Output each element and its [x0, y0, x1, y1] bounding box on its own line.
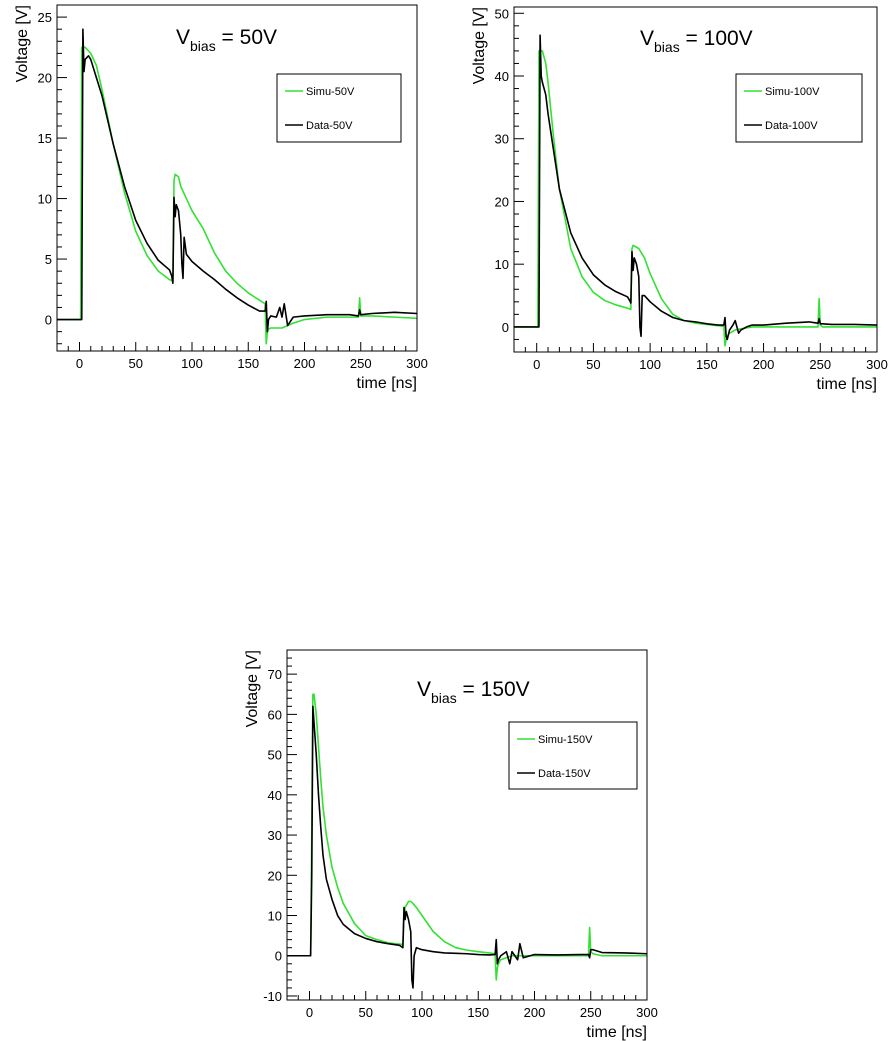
x-tick-label: 150	[237, 356, 259, 371]
x-axis-title: time [ns]	[587, 1024, 647, 1041]
x-tick-label: 250	[809, 357, 831, 372]
y-tick-label: 20	[495, 194, 509, 209]
x-tick-label: 300	[636, 1005, 658, 1020]
y-tick-label: 10	[268, 909, 282, 924]
y-tick-label: 5	[45, 252, 52, 267]
bias-annotation: Vbias = 100V	[640, 27, 753, 55]
bias-annotation-symbol: V	[176, 26, 190, 49]
plot-frame	[513, 6, 878, 353]
plot-frame	[56, 4, 418, 352]
bias-annotation-value: = 100V	[680, 27, 753, 50]
series-line-data-100v	[514, 34, 878, 341]
x-tick-label: 100	[411, 1005, 433, 1020]
legend-label-simu-100v: Simu-100V	[765, 86, 820, 98]
series-line-simu-150v	[287, 693, 647, 981]
series-line-data-150v	[287, 705, 648, 989]
y-tick-label: 30	[495, 132, 509, 147]
x-tick-label: 100	[639, 357, 661, 372]
legend-label-data-100v: Data-100V	[765, 120, 818, 132]
x-tick-label: 200	[294, 356, 316, 371]
x-tick-label: 200	[524, 1005, 546, 1020]
bias-annotation-symbol: V	[640, 27, 654, 50]
y-tick-label: 70	[268, 667, 282, 682]
y-tick-label: 40	[495, 69, 509, 84]
y-axis-title: Voltage [V]	[471, 7, 488, 84]
series-line-simu-100v	[514, 50, 877, 347]
legend: Simu-150V Data-150V	[508, 721, 638, 790]
x-axis-title: time [ns]	[817, 376, 877, 393]
x-tick-label: 200	[753, 357, 775, 372]
bias-annotation-value: = 150V	[457, 678, 530, 701]
bias-annotation-symbol: V	[417, 678, 431, 701]
x-axis-title: time [ns]	[357, 375, 417, 392]
y-tick-label: 50	[268, 748, 282, 763]
y-tick-label: 0	[275, 949, 282, 964]
y-axis-title: Voltage [V]	[14, 5, 31, 82]
y-tick-label: 10	[38, 192, 52, 207]
y-axis-title: Voltage [V]	[244, 650, 261, 727]
y-tick-label: 0	[45, 313, 52, 328]
legend-label-simu-50v: Simu-50V	[306, 86, 355, 98]
legend-box	[276, 73, 402, 143]
panel-vbias-150v: 0 50 100 150 200 250 300 -10 0 10 20 30 40 50 60 70 time…	[244, 649, 658, 1041]
y-tick-label: 50	[495, 6, 509, 21]
x-tick-label: 50	[129, 356, 143, 371]
x-tick-label: 150	[696, 357, 718, 372]
y-tick-label: 20	[268, 868, 282, 883]
x-tick-label: 0	[76, 356, 83, 371]
series-line-simu-50v	[57, 46, 418, 345]
legend-label-simu-150v: Simu-150V	[538, 734, 593, 746]
bias-annotation-subscript: bias	[654, 39, 680, 55]
y-tick-label: -10	[263, 989, 282, 1004]
y-tick-label: 0	[502, 320, 509, 335]
panel-vbias-50v: 0 50 100 150 200 250 300 0 5 10 15 20 25 time [ns] Vol…	[14, 4, 428, 392]
x-tick-label: 250	[580, 1005, 602, 1020]
y-tick-label: 15	[38, 131, 52, 146]
x-tick-label: 150	[467, 1005, 489, 1020]
y-tick-label: 30	[268, 828, 282, 843]
x-tick-label: 0	[306, 1005, 313, 1020]
x-tick-label: 50	[359, 1005, 373, 1020]
y-tick-label: 25	[38, 10, 52, 25]
panel-vbias-100v: 0 50 100 150 200 250 300 0 10 20 30 40 50 time [ns] Vo…	[471, 6, 888, 393]
x-tick-label: 300	[406, 356, 428, 371]
legend-label-data-50v: Data-50V	[306, 120, 353, 132]
x-tick-label: 100	[181, 356, 203, 371]
x-tick-label: 50	[586, 357, 600, 372]
bias-annotation: Vbias = 150V	[417, 678, 530, 706]
plot-frame	[286, 649, 648, 1001]
legend: Simu-100V Data-100V	[735, 73, 863, 143]
legend-box	[508, 721, 638, 790]
y-tick-label: 40	[268, 788, 282, 803]
legend-box	[735, 73, 863, 143]
series-line-data-50v	[57, 28, 418, 333]
x-tick-label: 250	[350, 356, 372, 371]
x-tick-label: 300	[866, 357, 888, 372]
y-tick-label: 10	[495, 257, 509, 272]
legend: Simu-50V Data-50V	[276, 73, 402, 143]
x-tick-label: 0	[533, 357, 540, 372]
bias-annotation: Vbias = 50V	[176, 26, 277, 54]
y-tick-label: 60	[268, 707, 282, 722]
legend-label-data-150v: Data-150V	[538, 768, 591, 780]
bias-annotation-subscript: bias	[190, 38, 216, 54]
bias-annotation-subscript: bias	[431, 690, 457, 706]
y-tick-label: 20	[38, 71, 52, 86]
bias-annotation-value: = 50V	[216, 26, 277, 49]
